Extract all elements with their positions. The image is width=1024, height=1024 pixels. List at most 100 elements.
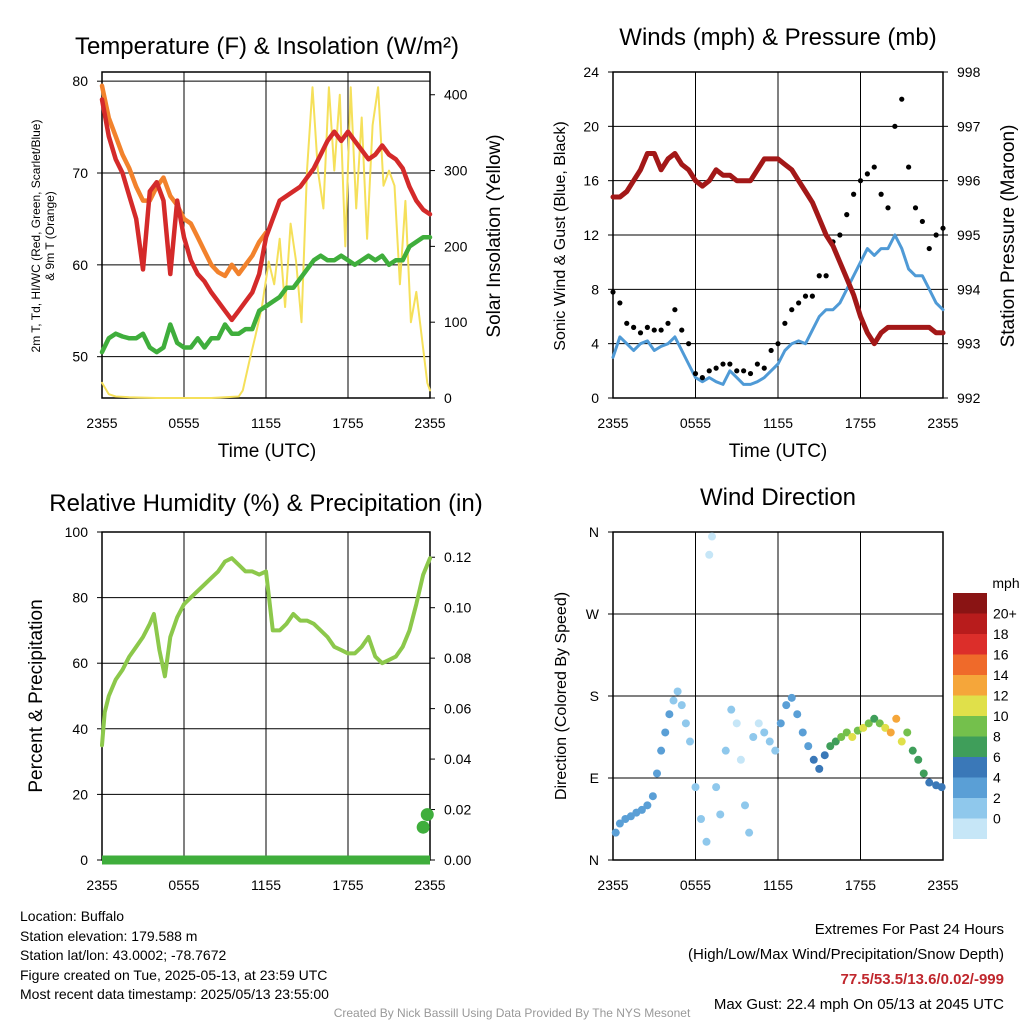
x-tick-label: 1155 [763, 877, 793, 893]
direction-point [661, 728, 670, 737]
pressure-y-label: 997 [957, 118, 981, 134]
direction-point [665, 710, 674, 719]
rh-y-label: 60 [72, 655, 88, 671]
temp-panel-title: Temperature (F) & Insolation (W/m²) [75, 33, 459, 60]
chart-layer: 2355 0555 1155 1755 235550607080010020030040… [65, 64, 1017, 893]
speed-legend-swatch [953, 634, 987, 655]
direction-point [669, 696, 678, 705]
temp-title-text: Temperature (F) & Insolation (W/m²) [75, 33, 459, 60]
direction-point [716, 810, 725, 819]
direction-point [859, 723, 868, 732]
elevation-text: Station elevation: 179.588 m [20, 927, 198, 944]
series-2m-t-line [99, 97, 433, 323]
gust-point [734, 368, 740, 374]
location-text: Location: Buffalo [20, 908, 125, 924]
speed-legend-label: 2 [993, 790, 1001, 806]
x-tick-label: 1155 [763, 415, 793, 431]
extremes-title: Extremes For Past 24 Hours [814, 921, 1004, 938]
speed-legend-swatch [953, 736, 987, 757]
gust-point [631, 324, 637, 330]
gust-point [651, 327, 657, 333]
station-info: Location: Buffalo Station elevation: 179… [20, 907, 329, 1005]
wind-y-label: 20 [583, 118, 599, 134]
wind-y-label: 12 [583, 227, 599, 243]
gust-point [851, 191, 857, 197]
direction-point [870, 714, 879, 723]
speed-legend-label: 10 [993, 708, 1009, 724]
precip-y-label: 0.06 [444, 701, 471, 717]
direction-point [648, 792, 657, 801]
temp-y-label: 70 [72, 165, 88, 181]
direction-point [677, 701, 686, 710]
direction-point [637, 805, 646, 814]
speed-legend-label: 8 [993, 729, 1001, 745]
gust-point [768, 347, 774, 354]
speed-legend-swatch [953, 757, 987, 778]
series-insolation-line [101, 86, 431, 399]
direction-point [727, 705, 736, 714]
gust-point [857, 178, 864, 184]
direction-point [875, 719, 884, 728]
gust-point [617, 300, 623, 306]
rh-y-label: 80 [72, 590, 88, 606]
direction-point [708, 532, 716, 541]
direction-point [903, 728, 912, 737]
wind-panel-title: Winds (mph) & Pressure (mb) [619, 24, 936, 51]
speed-legend-swatch [953, 798, 987, 819]
x-tick-label: 2355 [597, 877, 628, 893]
direction-point [760, 728, 769, 737]
gust-point [699, 375, 705, 381]
direction-point [741, 801, 749, 810]
x-tick-label: 1755 [332, 415, 363, 431]
gust-point [747, 370, 754, 377]
series-9m-t-line [99, 83, 269, 279]
x-tick-label: 1155 [251, 877, 281, 893]
x-tick-label: 1155 [251, 415, 281, 431]
x-tick-label: 1755 [845, 877, 876, 893]
station-pressure-line [610, 151, 946, 347]
direction-point [643, 801, 652, 810]
rh-y-label: 100 [65, 524, 89, 540]
direction-point [745, 828, 754, 837]
gust-point [940, 225, 946, 231]
speed-legend-label: 18 [993, 626, 1009, 642]
wind-y-label: 4 [591, 336, 599, 352]
rh-y-label: 0 [80, 852, 88, 868]
direction-point [657, 746, 666, 755]
direction-point [615, 819, 624, 828]
wind-y-label: 16 [583, 173, 599, 189]
temp-ylabel-1: 2m T, Td, HI/WC (Red, Green, Scarlet/Blu… [29, 120, 43, 353]
precip-y-label: 0.10 [444, 600, 471, 616]
pressure-y-label: 995 [957, 227, 981, 243]
direction-point [697, 815, 705, 823]
gust-point [871, 164, 877, 170]
gust-point [816, 273, 822, 279]
direction-point [691, 783, 700, 792]
wind-xlabel: Time (UTC) [729, 441, 828, 462]
x-tick-label: 2355 [414, 415, 445, 431]
direction-point [705, 550, 714, 559]
direction-point [864, 719, 873, 728]
gust-point [610, 289, 616, 295]
direction-point [820, 751, 829, 760]
direction-point [712, 783, 721, 792]
gust-point [796, 300, 802, 306]
dir-ylabel-left: Direction (Colored By Speed) [553, 592, 570, 800]
direction-point [892, 714, 901, 723]
direction-point [804, 742, 813, 751]
speed-legend-swatch [953, 716, 987, 737]
relative-humidity-line [100, 556, 432, 748]
solar-y-label: 400 [444, 87, 468, 103]
direction-point [837, 733, 846, 741]
gust-point [679, 327, 685, 333]
gust-point [789, 307, 795, 313]
gust-point [624, 320, 630, 326]
temp-ylabel-2: & 9m T (Orange) [43, 191, 57, 281]
x-tick-label: 1755 [845, 415, 876, 431]
direction-point [673, 687, 682, 696]
gust-point [672, 307, 678, 313]
gust-point [686, 341, 692, 347]
gust-point [864, 171, 870, 177]
gust-point [844, 212, 850, 218]
dir-panel-title: Wind Direction [700, 484, 856, 511]
